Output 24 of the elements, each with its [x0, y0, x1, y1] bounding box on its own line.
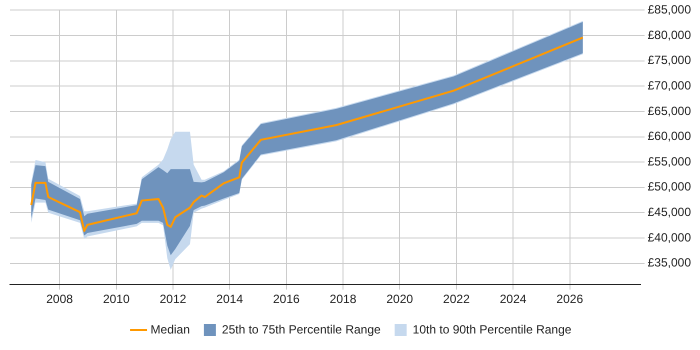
y-tick-label: £85,000 — [648, 2, 692, 17]
y-tick-label: £80,000 — [648, 28, 692, 42]
legend-label: 25th to 75th Percentile Range — [222, 322, 382, 336]
y-tick-label: £65,000 — [648, 104, 692, 118]
x-tick-label: 2010 — [102, 292, 130, 306]
x-tick-label: 2024 — [500, 292, 527, 306]
y-tick-label: £75,000 — [648, 53, 692, 68]
x-tick-label: 2018 — [330, 292, 357, 306]
y-tick-label: £60,000 — [648, 129, 692, 144]
y-tick-label: £45,000 — [648, 205, 692, 220]
legend-label: 10th to 90th Percentile Range — [412, 322, 572, 336]
x-tick-label: 2012 — [160, 292, 187, 306]
x-tick-label: 2022 — [443, 292, 470, 306]
y-tick-label: £70,000 — [648, 78, 692, 92]
x-tick-label: 2008 — [46, 292, 74, 306]
y-tick-label: £35,000 — [648, 256, 692, 270]
y-tick-label: £40,000 — [648, 230, 692, 244]
y-tick-label: £55,000 — [648, 154, 692, 168]
x-tick-label: 2020 — [386, 292, 414, 306]
x-tick-label: 2016 — [272, 292, 300, 306]
y-tick-label: £50,000 — [648, 180, 692, 194]
x-tick-label: 2026 — [556, 292, 584, 306]
legend-label: Median — [150, 322, 190, 336]
x-tick-label: 2014 — [216, 292, 244, 306]
